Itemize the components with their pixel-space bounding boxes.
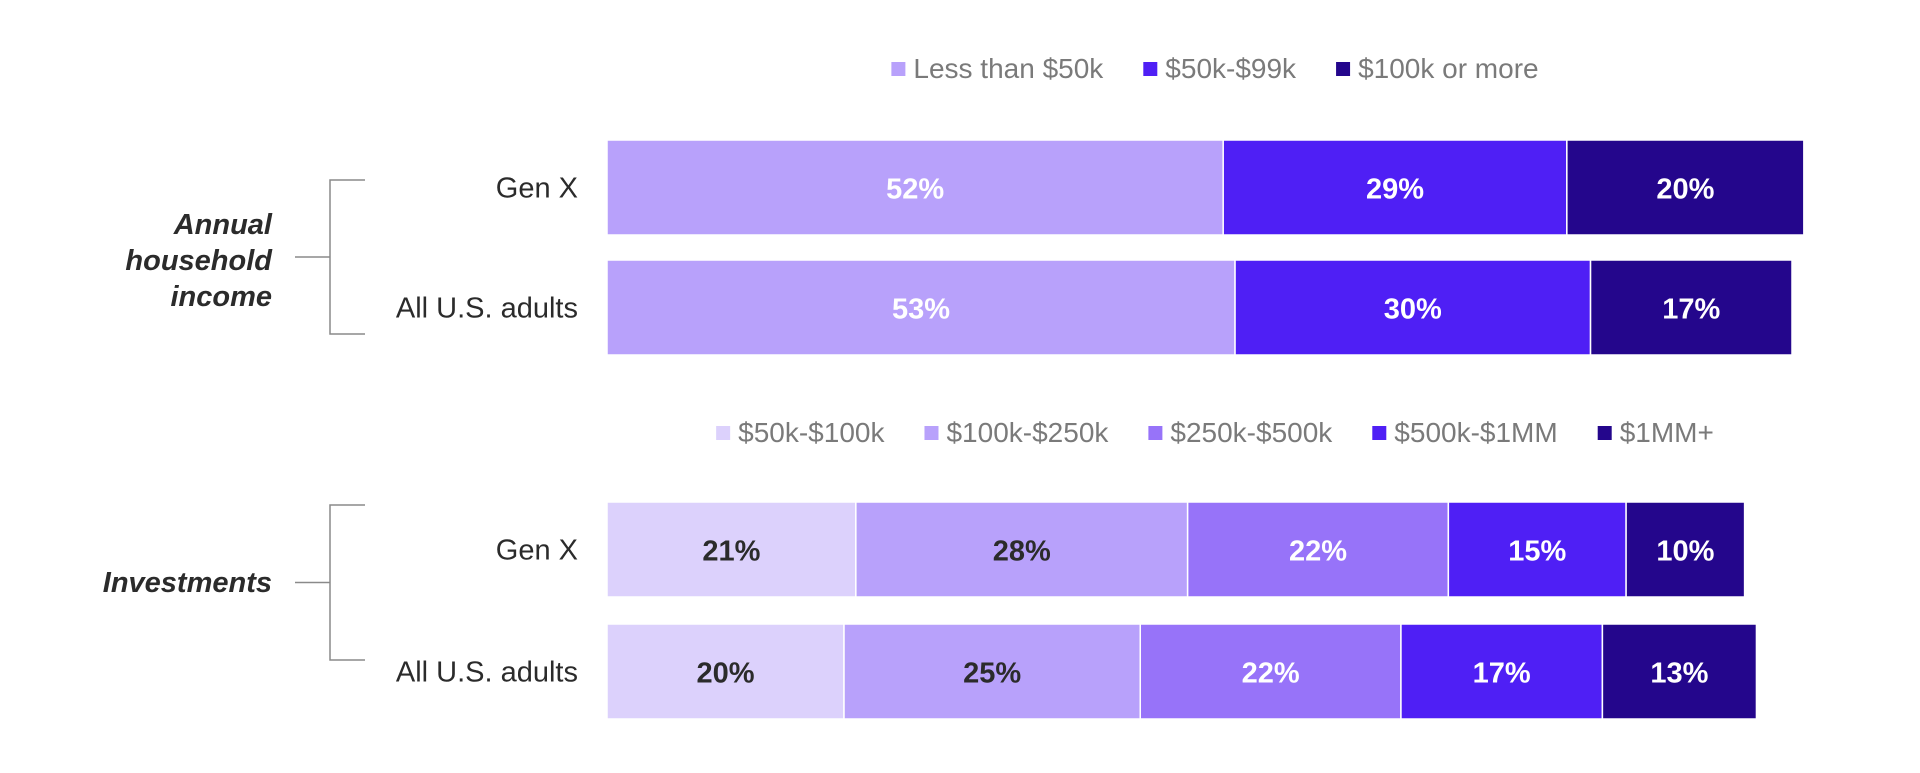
- legend-label: $250k-$500k: [1170, 417, 1333, 448]
- bar-segment: [606, 139, 1224, 236]
- data-label: 22%: [1242, 658, 1300, 690]
- data-label: 20%: [696, 658, 754, 690]
- bar-segment: [855, 501, 1189, 598]
- bar-segment: [1186, 501, 1450, 598]
- group-bracket: [329, 179, 365, 335]
- bar-segment: [1589, 259, 1793, 356]
- data-label: 21%: [702, 536, 760, 568]
- legend-label: $50k-$100k: [738, 417, 885, 448]
- data-label: 10%: [1656, 536, 1714, 568]
- data-label: 29%: [1366, 174, 1424, 206]
- legend-swatch: [924, 426, 939, 440]
- legend-swatch: [716, 426, 731, 440]
- data-label: 20%: [1656, 174, 1714, 206]
- row-label: All U.S. adults: [396, 657, 578, 689]
- row-label: All U.S. adults: [396, 293, 578, 325]
- bar-segment: [606, 623, 845, 720]
- bar-segment: [1566, 139, 1805, 236]
- data-label: 52%: [886, 174, 944, 206]
- legend-label: $50k-$99k: [1165, 53, 1297, 84]
- legend-swatch: [891, 62, 906, 76]
- bar-segment: [1400, 623, 1604, 720]
- data-label: 30%: [1384, 294, 1442, 326]
- bar-segment: [606, 501, 857, 598]
- data-label: 22%: [1289, 536, 1347, 568]
- data-label: 15%: [1508, 536, 1566, 568]
- bar-segment: [1601, 623, 1758, 720]
- legend-swatch: [1372, 426, 1387, 440]
- legend-swatch: [1148, 426, 1163, 440]
- legend-label: $100k or more: [1358, 53, 1539, 84]
- row-label: Gen X: [496, 535, 578, 567]
- group-bracket: [329, 504, 365, 661]
- group-label: Annual: [173, 209, 273, 241]
- bar-segment: [1139, 623, 1402, 720]
- legend-label: $1MM+: [1620, 417, 1714, 448]
- data-label: 53%: [892, 294, 950, 326]
- legend-label: Less than $50k: [913, 53, 1104, 84]
- legend-label: $500k-$1MM: [1394, 417, 1557, 448]
- group-label: income: [170, 281, 272, 313]
- data-label: 13%: [1650, 658, 1708, 690]
- group-label: household: [125, 245, 273, 277]
- bar-segment: [1625, 501, 1746, 598]
- data-label: 17%: [1662, 294, 1720, 326]
- legend-swatch: [1143, 62, 1158, 76]
- data-label: 17%: [1473, 658, 1531, 690]
- bar-segment: [843, 623, 1141, 720]
- legend-swatch: [1336, 62, 1351, 76]
- legend-label: $100k-$250k: [946, 417, 1109, 448]
- row-label: Gen X: [496, 173, 578, 205]
- legend-swatch: [1597, 426, 1612, 440]
- data-label: 25%: [963, 658, 1021, 690]
- bar-segment: [1447, 501, 1627, 598]
- group-label: Investments: [103, 567, 272, 599]
- data-label: 28%: [993, 536, 1051, 568]
- bar-segment: [1222, 139, 1568, 236]
